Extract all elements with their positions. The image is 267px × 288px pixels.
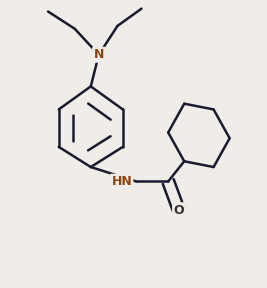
Text: N: N [94, 48, 104, 61]
Text: O: O [174, 204, 184, 217]
Text: HN: HN [111, 175, 132, 188]
